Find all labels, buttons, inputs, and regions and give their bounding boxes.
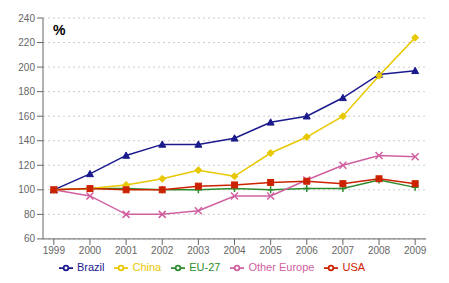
svg-text:1999: 1999 (43, 245, 66, 256)
svg-text:2003: 2003 (187, 245, 210, 256)
svg-text:2001: 2001 (115, 245, 138, 256)
svg-text:180: 180 (18, 86, 35, 97)
svg-text:2009: 2009 (404, 245, 427, 256)
svg-text:2005: 2005 (260, 245, 283, 256)
svg-text:2002: 2002 (151, 245, 174, 256)
html-text:Brazil: Brazil (76, 260, 105, 273)
svg-text:220: 220 (18, 37, 35, 48)
svg-text:2007: 2007 (332, 245, 355, 256)
html-text:China: China (132, 260, 162, 273)
svg-text:140: 140 (18, 135, 35, 146)
html-text:EU-27: EU-27 (189, 260, 221, 273)
svg-text:2004: 2004 (223, 245, 246, 256)
svg-text:120: 120 (18, 160, 35, 171)
svg-text:240: 240 (18, 13, 35, 24)
svg-text:60: 60 (24, 233, 36, 244)
html-text:Other Europe: Other Europe (248, 260, 315, 273)
html-text:USA: USA (342, 260, 366, 273)
svg-text:2008: 2008 (368, 245, 391, 256)
svg-text:80: 80 (24, 209, 36, 220)
svg-text:2000: 2000 (79, 245, 102, 256)
svg-text:160: 160 (18, 111, 35, 122)
svg-text:200: 200 (18, 62, 35, 73)
svg-text:100: 100 (18, 184, 35, 195)
svg-text:2006: 2006 (296, 245, 319, 256)
